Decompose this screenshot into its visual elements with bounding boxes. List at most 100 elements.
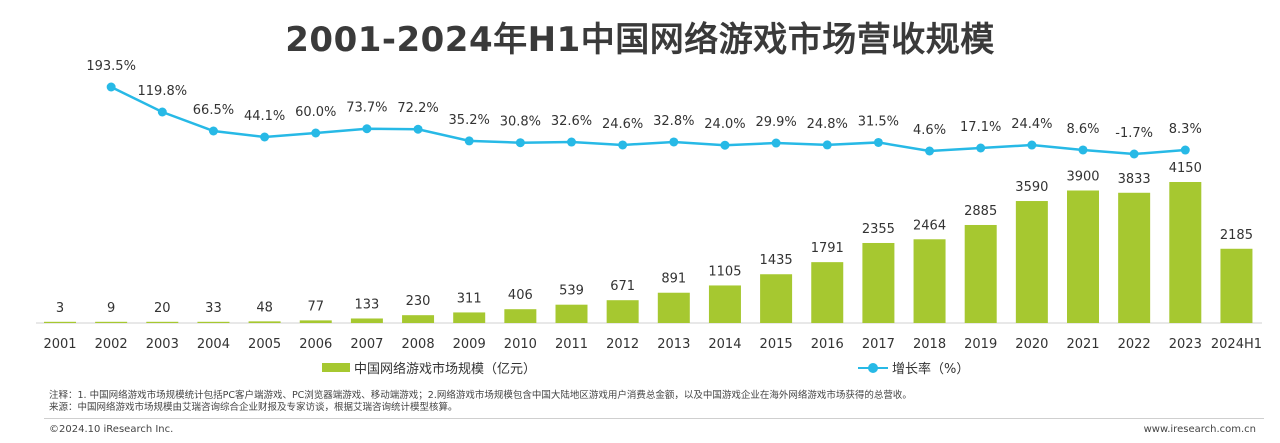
growth-point (1027, 140, 1037, 150)
bar (1015, 201, 1048, 323)
growth-point (157, 107, 167, 117)
growth-point (618, 140, 628, 150)
x-tick-label: 2018 (913, 337, 946, 352)
bar-value-label: 406 (508, 288, 533, 303)
growth-point (669, 137, 679, 147)
growth-label: 119.8% (138, 84, 188, 99)
bar-value-label: 48 (256, 300, 273, 315)
growth-point (567, 137, 576, 147)
x-tick-label: 2021 (1066, 337, 1099, 352)
x-tick-label: 2008 (402, 337, 435, 352)
bar-value-label: 4150 (1169, 161, 1202, 176)
growth-label: 35.2% (449, 113, 490, 128)
legend-line-label: 增长率（%） (892, 362, 970, 377)
growth-point (873, 137, 883, 147)
growth-label: 17.1% (960, 120, 1001, 135)
bar (402, 315, 435, 323)
x-tick-label: 2011 (555, 337, 588, 352)
growth-label: 44.1% (244, 109, 285, 124)
x-tick-label: 2006 (299, 337, 332, 352)
bar (1118, 192, 1151, 323)
x-tick-label: 2023 (1169, 337, 1202, 352)
growth-label: 73.7% (346, 101, 387, 116)
bar (964, 224, 997, 323)
bar-value-label: 3900 (1066, 169, 1099, 184)
bar (708, 285, 741, 323)
growth-point (720, 140, 730, 150)
bar (555, 304, 588, 323)
bar-value-label: 3 (56, 301, 64, 316)
bar (913, 239, 946, 323)
x-tick-label: 2024H1 (1211, 337, 1262, 352)
bar-value-label: 671 (610, 279, 635, 294)
bar-value-label: 77 (307, 299, 324, 314)
growth-label: 8.6% (1066, 122, 1099, 137)
x-tick-label: 2015 (760, 337, 793, 352)
bar-value-label: 1791 (811, 241, 844, 256)
x-tick-label: 2014 (708, 337, 741, 352)
legend-bar-label: 中国网络游戏市场规模（亿元） (354, 362, 537, 377)
bar-value-label: 20 (154, 301, 171, 316)
growth-point (822, 140, 832, 150)
growth-label: 60.0% (295, 105, 336, 120)
bar-value-label: 311 (457, 291, 482, 306)
growth-point (925, 146, 935, 156)
growth-point (1078, 145, 1088, 155)
copyright-text: ©2024.10 iResearch Inc. (49, 424, 174, 435)
bar (95, 321, 128, 323)
bar-value-label: 2464 (913, 218, 946, 233)
x-tick-label: 2001 (43, 337, 76, 352)
bar-value-label: 9 (107, 301, 115, 316)
growth-point (208, 126, 218, 136)
x-tick-label: 2013 (657, 337, 690, 352)
growth-point (260, 132, 270, 142)
bar (350, 318, 383, 323)
bar-value-label: 539 (559, 284, 584, 299)
bar (1220, 248, 1253, 323)
growth-point (1129, 149, 1139, 159)
bar-value-label: 2885 (964, 204, 997, 219)
growth-label: 29.9% (755, 115, 796, 130)
bar (657, 292, 690, 323)
bar (44, 321, 76, 323)
x-tick-label: 2003 (146, 337, 179, 352)
x-tick-label: 2019 (964, 337, 997, 352)
x-tick-label: 2016 (811, 337, 844, 352)
bar-value-label: 133 (354, 297, 379, 312)
growth-point (311, 128, 321, 138)
footer-divider (44, 418, 1264, 419)
x-tick-label: 2004 (197, 337, 230, 352)
bar-value-label: 2185 (1220, 228, 1253, 243)
x-tick-label: 2017 (862, 337, 895, 352)
x-tick-label: 2012 (606, 337, 639, 352)
growth-label: 24.6% (602, 117, 643, 132)
bar-value-label: 230 (406, 294, 431, 309)
bar (1169, 182, 1202, 323)
growth-point (106, 82, 116, 92)
growth-point (464, 136, 474, 146)
x-tick-label: 2020 (1015, 337, 1048, 352)
source-line: 来源：中国网络游戏市场规模由艾瑞咨询综合企业财报及专家访谈，根据艾瑞咨询统计模型… (49, 402, 458, 413)
bar (248, 321, 281, 323)
bar-value-label: 3833 (1118, 172, 1151, 187)
bar (811, 262, 844, 323)
x-tick-label: 2002 (95, 337, 128, 352)
x-tick-label: 2007 (350, 337, 383, 352)
growth-label: 31.5% (858, 114, 899, 129)
x-tick-label: 2005 (248, 337, 281, 352)
growth-label: 24.4% (1011, 117, 1052, 132)
growth-label: 24.8% (807, 117, 848, 132)
legend-line-swatch (858, 362, 888, 374)
bar (146, 321, 179, 323)
growth-label: 32.6% (551, 114, 592, 129)
bar (504, 309, 537, 323)
growth-label: 66.5% (193, 103, 234, 118)
growth-point (413, 124, 423, 134)
bar-value-label: 891 (661, 272, 686, 287)
website-text: www.iresearch.com.cn (1143, 424, 1256, 435)
bar-value-label: 1435 (760, 253, 793, 268)
growth-line (110, 85, 1186, 156)
legend-line: 增长率（%） (858, 358, 969, 377)
bar (197, 321, 230, 323)
